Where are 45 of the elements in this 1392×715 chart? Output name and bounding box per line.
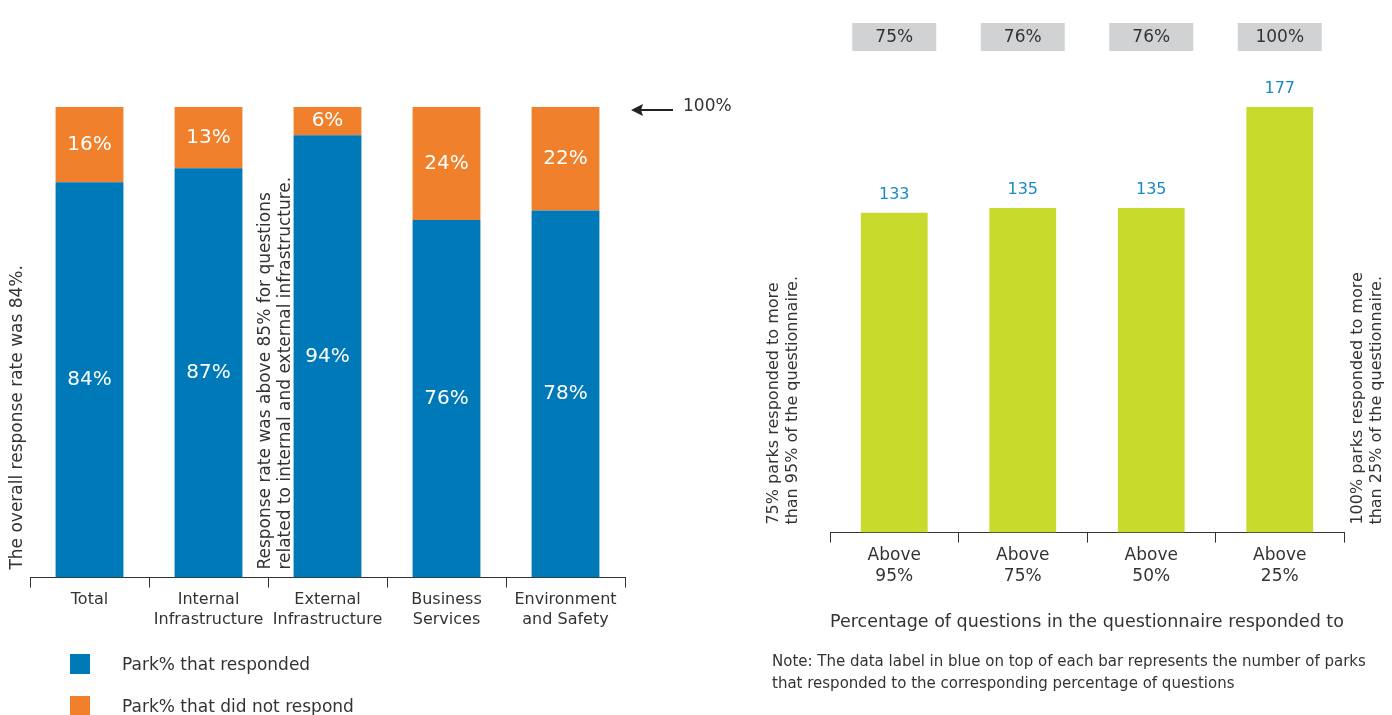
legend-label: Park% that did not respond [122,696,354,715]
x-tick-label: Environment and Safety [514,589,617,628]
x-tick-label: Business Services [411,589,482,628]
bar [531,210,600,578]
text: The overall response rate was 84%. [6,265,27,571]
text: 75% [875,26,914,47]
text: 100% [1255,26,1305,47]
bar [531,107,600,211]
data-label: 16% [67,130,112,155]
text: 76% [1003,26,1042,47]
data-label: 87% [186,359,231,384]
data-label: 13% [186,123,231,148]
legend-label: Park% that responded [122,654,311,674]
data-label: 78% [543,380,588,405]
x-tick-label: Above 50% [1124,544,1178,585]
x-axis-title: Percentage of questions in the questionnaire responded to [830,610,1344,631]
data-label: 94% [305,342,350,367]
x-tick-label: Above 95% [867,544,921,585]
data-label: 84% [67,366,112,391]
data-label: 133 [878,183,910,203]
x-tick-label: Total [69,589,109,609]
text: 100% parks responded to more than 25% of the questionnaire. [1347,272,1386,525]
bar [293,135,362,578]
data-label: 24% [424,149,469,174]
bar [55,182,124,578]
text: 76% [1132,26,1171,47]
annotation: Response rate was above 85% for questions related to internal and external infrastructure. [254,176,295,570]
text: Note: The data label in blue on top of each bar represents the number of parks that responded to the corresponding percentage of questions [772,651,1367,694]
bar [174,107,243,169]
data-label: 135 [1007,179,1039,199]
bar [174,168,243,578]
bar [412,219,481,578]
data-label: 135 [1135,179,1167,199]
data-label: 22% [543,144,588,169]
data-label: 177 [1264,78,1296,98]
bar [412,107,481,220]
data-label: 6% [311,107,344,132]
data-label: 76% [424,384,469,409]
x-tick-label: Above 25% [1253,544,1307,585]
bar [55,107,124,183]
text: 100% [683,95,732,116]
x-tick-label: External Infrastructure [272,589,383,628]
x-tick-label: Internal Infrastructure [153,589,264,628]
x-tick-label: Above 75% [996,544,1050,585]
text: 75% parks responded to more than 95% of the questionnaire. [763,275,802,525]
